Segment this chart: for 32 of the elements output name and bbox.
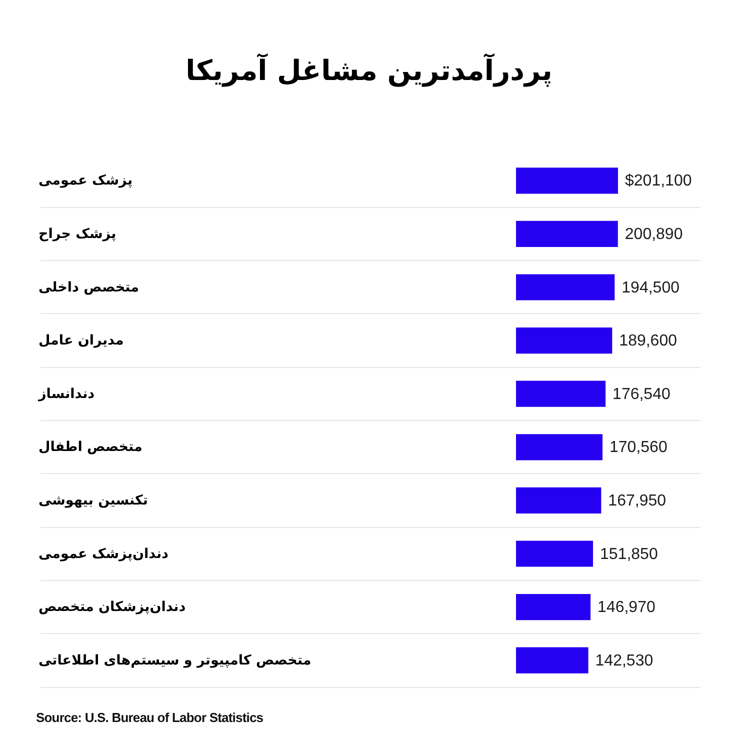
y-tick-label: پزشک جراح bbox=[38, 226, 116, 242]
y-tick-label: متخصص کامپیوتر و سیستم‌های اطلاعاتی bbox=[38, 652, 312, 668]
bar bbox=[516, 647, 588, 674]
bar bbox=[516, 274, 615, 300]
data-label: 189,600 bbox=[619, 332, 678, 350]
data-label: 167,950 bbox=[608, 492, 666, 510]
bar bbox=[516, 327, 612, 354]
data-label: 194,500 bbox=[622, 279, 680, 296]
data-label: 146,970 bbox=[598, 599, 656, 616]
y-tick-label: مدیران عامل bbox=[38, 332, 124, 349]
data-label: 151,850 bbox=[600, 546, 658, 563]
data-label: 200,890 bbox=[624, 226, 683, 243]
bar bbox=[516, 487, 602, 514]
y-tick-label: دندان‌پزشکان متخصص bbox=[38, 599, 186, 616]
data-label: $201,100 bbox=[625, 172, 692, 190]
chart-title: پردرآمدترین مشاغل آمریکا bbox=[186, 53, 552, 87]
bar bbox=[516, 594, 591, 620]
bar bbox=[516, 220, 618, 248]
bar bbox=[516, 168, 618, 194]
y-tick-label: دندانساز bbox=[38, 386, 95, 402]
y-tick-label: پزشک عمومی bbox=[38, 172, 133, 189]
y-tick-label: تکنسین بیهوشی bbox=[38, 492, 148, 508]
y-tick-label: متخصص اطفال bbox=[38, 439, 142, 456]
y-tick-label: دندان‌پزشک عمومی bbox=[38, 546, 169, 562]
y-tick-label: متخصص داخلی bbox=[38, 279, 139, 296]
bar bbox=[516, 540, 594, 567]
data-label: 170,560 bbox=[610, 439, 668, 456]
source-note: Source: U.S. Bureau of Labor Statistics bbox=[36, 710, 264, 725]
data-label: 176,540 bbox=[612, 386, 670, 403]
bar bbox=[516, 434, 603, 460]
data-label: 142,530 bbox=[595, 652, 654, 670]
bar bbox=[516, 380, 606, 407]
